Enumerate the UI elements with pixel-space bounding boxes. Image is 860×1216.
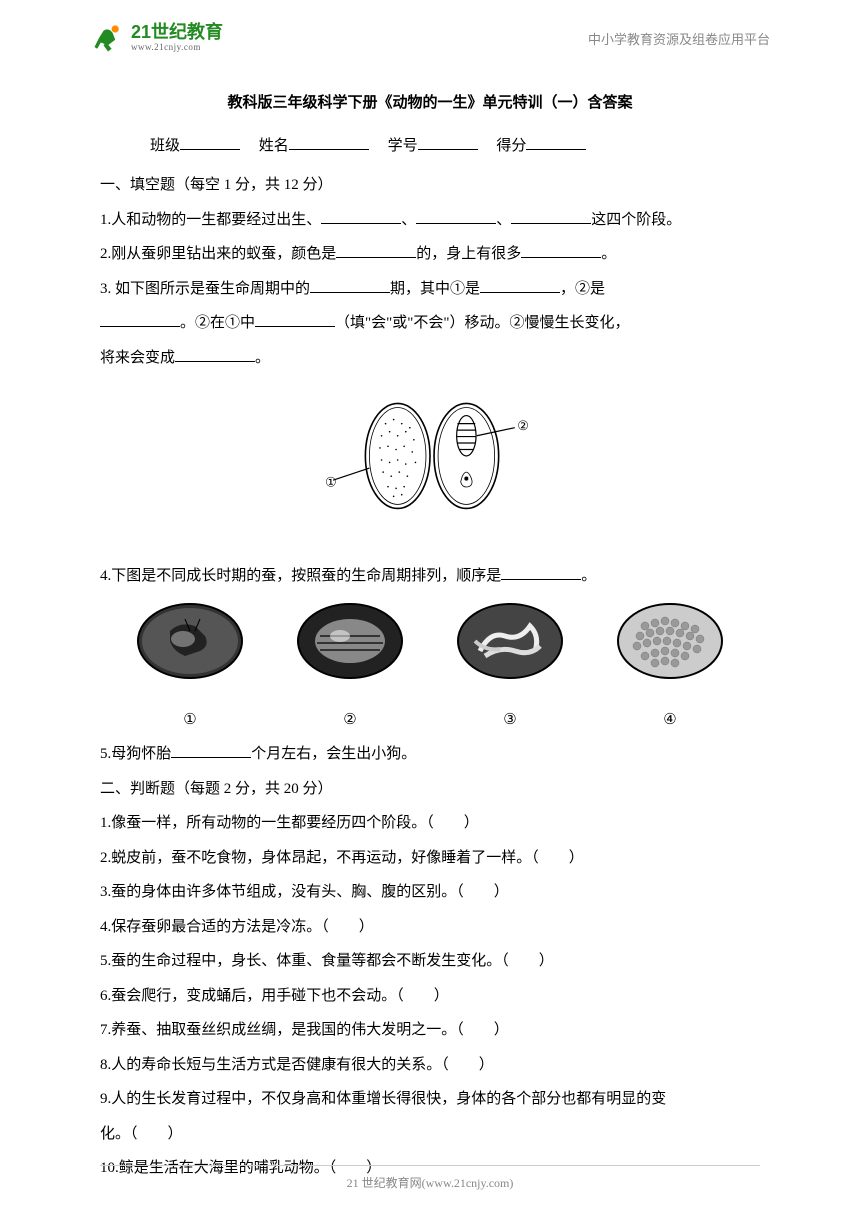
question-1-1: 1.人和动物的一生都要经过出生、 、 、 这四个阶段。: [100, 203, 760, 238]
lifecycle-images-row: ① ② ③: [100, 601, 760, 737]
document-title: 教科版三年级科学下册《动物的一生》单元特训（一）含答案: [100, 86, 760, 121]
q5-blank: [171, 743, 251, 758]
q1-text-d: 这四个阶段。: [591, 212, 681, 228]
q3-text-d: 。②在①中: [180, 315, 255, 331]
q3-text-g: 。: [255, 350, 270, 366]
q3-blank3: [100, 312, 180, 327]
q1-text-c: 、: [496, 212, 511, 228]
question-2-4: 4.保存蚕卵最合适的方法是冷冻。（ ）: [100, 910, 760, 945]
q3-text-f: 将来会变成: [100, 350, 175, 366]
q3-text-e: （填"会"或"不会"）移动。②慢慢生长变化，: [335, 315, 630, 331]
question-2-7: 7.养蚕、抽取蚕丝织成丝绸，是我国的伟大发明之一。（ ）: [100, 1013, 760, 1048]
class-label: 班级: [150, 138, 180, 154]
name-label: 姓名: [259, 138, 289, 154]
score-blank: [526, 135, 586, 150]
document-content: 教科版三年级科学下册《动物的一生》单元特训（一）含答案 班级 姓名 学号 得分 …: [0, 66, 860, 1186]
q3-blank4: [255, 312, 335, 327]
q5-text-b: 个月左右，会生出小狗。: [251, 746, 416, 762]
student-info-line: 班级 姓名 学号 得分: [100, 129, 760, 164]
q3-blank5: [175, 347, 255, 362]
q2-text-b: 的，身上有很多: [416, 246, 521, 262]
q3-text-a: 3. 如下图所示是蚕生命周期中的: [100, 281, 310, 297]
q1-blank3: [511, 209, 591, 224]
q1-text-a: 1.人和动物的一生都要经过出生、: [100, 212, 321, 228]
question-2-9: 9.人的生长发育过程中，不仅身高和体重增长得很快，身体的各个部分也都有明显的变 …: [100, 1082, 760, 1151]
q2-blank1: [336, 243, 416, 258]
question-1-2: 2.刚从蚕卵里钻出来的蚁蚕，颜色是 的，身上有很多 。: [100, 237, 760, 272]
q2-9a: 9.人的生长发育过程中，不仅身高和体重增长得很快，身体的各个部分也都有明显的变: [100, 1091, 666, 1107]
page-header: 21世纪教育 www.21cnjy.com 中小学教育资源及组卷应用平台: [0, 0, 860, 66]
lifecycle-image-1: [135, 601, 245, 681]
oval-label-3: ③: [455, 703, 565, 738]
q3-blank1: [310, 278, 390, 293]
class-blank: [180, 135, 240, 150]
q1-text-b: 、: [401, 212, 416, 228]
lifecycle-image-3: [455, 601, 565, 681]
cocoon-svg: ① ②: [325, 385, 535, 535]
q1-blank2: [416, 209, 496, 224]
q4-text-a: 4.下图是不同成长时期的蚕，按照蚕的生命周期排列，顺序是: [100, 568, 501, 584]
q2-text-c: 。: [601, 246, 616, 262]
diagram-label-2: ②: [517, 418, 529, 433]
diagram-label-1: ①: [325, 475, 337, 490]
cocoon-diagram: ① ②: [100, 385, 760, 549]
q3-text-b: 期，其中①是: [390, 281, 480, 297]
oval-item-3: ③: [455, 601, 565, 737]
lifecycle-image-2: [295, 601, 405, 681]
oval-label-1: ①: [135, 703, 245, 738]
oval-item-1: ①: [135, 601, 245, 737]
id-label: 学号: [388, 138, 418, 154]
lifecycle-image-4: [615, 601, 725, 681]
question-2-1: 1.像蚕一样，所有动物的一生都要经历四个阶段。（ ）: [100, 806, 760, 841]
section1-header: 一、填空题（每空 1 分，共 12 分）: [100, 168, 760, 203]
oval-label-4: ④: [615, 703, 725, 738]
logo-main-text: 21世纪教育: [131, 23, 223, 43]
oval-item-4: ④: [615, 601, 725, 737]
q5-text-a: 5.母狗怀胎: [100, 746, 171, 762]
q3-text-c: ，②是: [560, 281, 605, 297]
question-2-5: 5.蚕的生命过程中，身长、体重、食量等都会不断发生变化。（ ）: [100, 944, 760, 979]
question-2-8: 8.人的寿命长短与生活方式是否健康有很大的关系。（ ）: [100, 1048, 760, 1083]
q2-text-a: 2.刚从蚕卵里钻出来的蚁蚕，颜色是: [100, 246, 336, 262]
question-2-6: 6.蚕会爬行，变成蛹后，用手碰下也不会动。（ ）: [100, 979, 760, 1014]
question-2-3: 3.蚕的身体由许多体节组成，没有头、胸、腹的区别。（ ）: [100, 875, 760, 910]
oval-item-2: ②: [295, 601, 405, 737]
name-blank: [289, 135, 369, 150]
logo: 21世纪教育 www.21cnjy.com: [90, 20, 223, 56]
score-label: 得分: [496, 138, 526, 154]
id-blank: [418, 135, 478, 150]
logo-icon: [90, 20, 126, 56]
q1-blank1: [321, 209, 401, 224]
logo-text: 21世纪教育 www.21cnjy.com: [131, 23, 223, 53]
question-2-2: 2.蜕皮前，蚕不吃食物，身体昂起，不再运动，好像睡着了一样。（ ）: [100, 841, 760, 876]
q2-9b: 化。（ ）: [100, 1126, 183, 1142]
oval-label-2: ②: [295, 703, 405, 738]
q3-blank2: [480, 278, 560, 293]
logo-sub-text: www.21cnjy.com: [131, 43, 223, 53]
question-1-4: 4.下图是不同成长时期的蚕，按照蚕的生命周期排列，顺序是 。: [100, 559, 760, 594]
header-right-text: 中小学教育资源及组卷应用平台: [588, 29, 770, 48]
q2-blank2: [521, 243, 601, 258]
section2-header: 二、判断题（每题 2 分，共 20 分）: [100, 772, 760, 807]
question-1-5: 5.母狗怀胎 个月左右，会生出小狗。: [100, 737, 760, 772]
q4-blank: [501, 565, 581, 580]
q4-text-b: 。: [581, 568, 596, 584]
page-footer: 21 世纪教育网(www.21cnjy.com): [100, 1165, 760, 1191]
question-1-3: 3. 如下图所示是蚕生命周期中的 期，其中①是 ，②是 。②在①中 （填"会"或"不会…: [100, 272, 760, 376]
